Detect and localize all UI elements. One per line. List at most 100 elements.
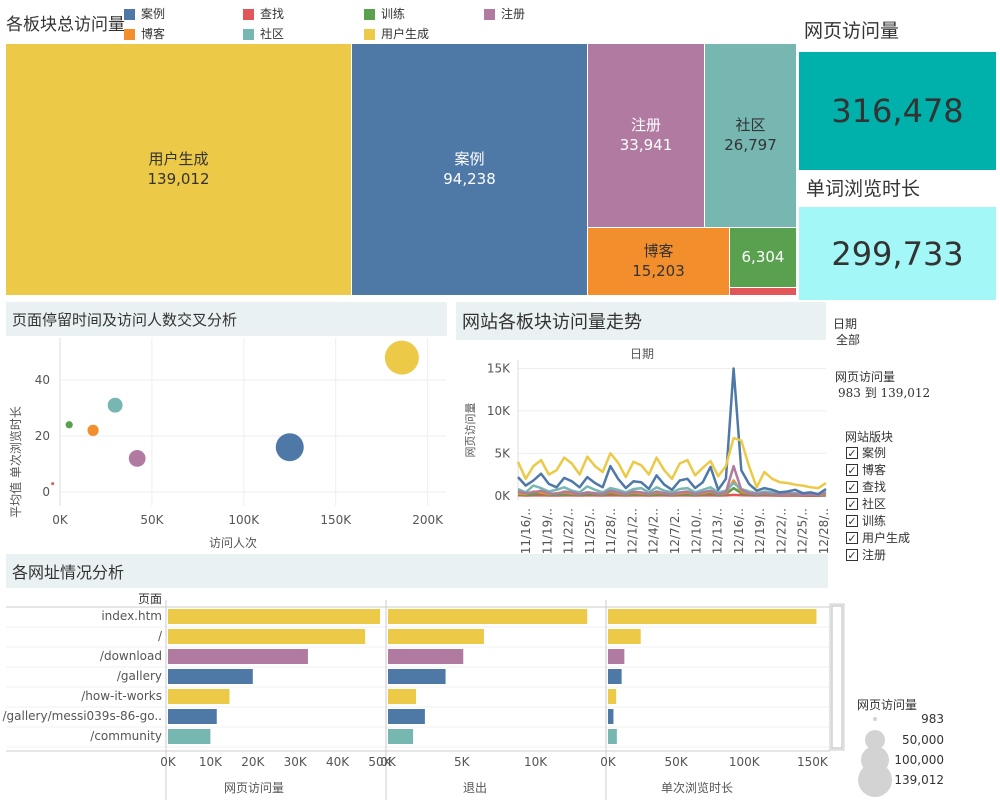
scatter-point[interactable] [275, 433, 304, 462]
scrollbar-thumb[interactable] [831, 605, 843, 749]
size-legend-circle [865, 730, 885, 750]
treemap-cell-value: 6,304 [741, 247, 785, 266]
section-filter-option[interactable]: ✓ 查找 [846, 478, 910, 495]
bar-x-tick: 10K [524, 755, 548, 769]
treemap-cell[interactable]: 社区 26,797 [705, 44, 797, 228]
line-x-tick: 12/22/.. [774, 508, 788, 553]
legend-label: 训练 [381, 7, 406, 21]
bar[interactable] [388, 709, 425, 724]
treemap-cell[interactable]: 注册 33,941 [588, 44, 705, 228]
treemap-legend-item[interactable]: 注册 [484, 5, 525, 22]
scatter-x-tick: 150K [320, 513, 352, 527]
section-filter-option[interactable]: ✓ 社区 [846, 495, 910, 512]
date-filter-value[interactable]: 全部 [836, 333, 861, 347]
section-filter-option[interactable]: ✓ 博客 [846, 461, 910, 478]
legend-label: 博客 [141, 27, 166, 41]
section-filter-label: 案例 [862, 446, 887, 460]
bar[interactable] [608, 689, 617, 704]
range-filter-value[interactable]: 983 到 139,012 [838, 386, 931, 400]
treemap-legend-item[interactable]: 用户生成 [364, 25, 429, 42]
bar-x-tick: 50K [368, 755, 392, 769]
treemap-cell-label: 用户生成 [148, 150, 209, 168]
bar[interactable] [388, 609, 588, 624]
bar[interactable] [608, 629, 641, 644]
line-series-案例[interactable] [517, 367, 827, 496]
line-series-用户生成[interactable] [516, 436, 827, 490]
checkbox-icon[interactable]: ✓ [846, 480, 858, 494]
treemap-legend-item[interactable]: 查找 [243, 5, 284, 22]
line-x-tick: 12/25/.. [796, 508, 810, 553]
line-x-tick: 12/10/.. [689, 508, 703, 553]
scatter-point[interactable] [51, 482, 55, 486]
treemap-cell-label: 注册 [630, 116, 661, 134]
bar[interactable] [168, 629, 366, 644]
bar[interactable] [168, 609, 380, 624]
section-filter-option[interactable]: ✓ 用户生成 [846, 529, 910, 546]
bar[interactable] [608, 609, 817, 624]
checkbox-icon[interactable]: ✓ [846, 531, 858, 545]
scatter-point[interactable] [87, 424, 99, 437]
treemap-cell[interactable]: 6,304 [730, 228, 797, 288]
scatter-point[interactable] [107, 397, 123, 413]
section-filter-option[interactable]: ✓ 案例 [846, 444, 910, 461]
checkbox-icon[interactable]: ✓ [846, 463, 858, 477]
legend-label: 案例 [141, 7, 166, 21]
scatter-x-tick: 200K [412, 513, 444, 527]
treemap-cell[interactable]: 案例 94,238 [352, 44, 588, 296]
bar[interactable] [608, 709, 614, 724]
line-series-社区[interactable] [517, 481, 827, 496]
line-x-tick: 11/22/.. [562, 508, 576, 553]
checkbox-icon[interactable]: ✓ [846, 548, 858, 562]
checkbox-icon[interactable]: ✓ [846, 446, 858, 460]
bar[interactable] [608, 649, 625, 664]
bar[interactable] [168, 689, 230, 704]
bar[interactable] [608, 729, 617, 744]
treemap-cell[interactable] [730, 288, 797, 296]
treemap-cell-value: 94,238 [443, 169, 496, 188]
scatter-point[interactable] [384, 340, 419, 375]
size-legend-label: 100,000 [894, 753, 944, 767]
bar[interactable] [168, 649, 308, 664]
section-filter-option[interactable]: ✓ 注册 [846, 546, 910, 563]
bar[interactable] [388, 669, 446, 684]
legend-swatch [243, 29, 254, 40]
date-filter-title: 日期 [833, 317, 858, 331]
legend-swatch [364, 29, 375, 40]
treemap-legend-item[interactable]: 案例 [124, 5, 165, 22]
scatter-point[interactable] [65, 421, 73, 429]
treemap-cell[interactable]: 博客 15,203 [588, 228, 730, 296]
line-x-tick: 11/19/.. [540, 508, 554, 553]
legend-swatch [243, 9, 254, 20]
scatter-y-tick: 20 [35, 429, 50, 443]
checkbox-icon[interactable]: ✓ [846, 497, 858, 511]
treemap-cell[interactable]: 用户生成 139,012 [6, 44, 352, 296]
bar[interactable] [388, 689, 417, 704]
size-legend-label: 139,012 [894, 773, 944, 787]
legend-label: 查找 [260, 7, 285, 21]
line-x-tick: 12/4/2.. [647, 508, 661, 553]
bar[interactable] [168, 729, 211, 744]
section-filter-title: 网站版块 [845, 430, 894, 444]
duration-value: 299,733 [831, 234, 964, 273]
bar[interactable] [168, 669, 253, 684]
legend-swatch [364, 9, 375, 20]
bar[interactable] [388, 629, 484, 644]
size-legend-circle [873, 717, 877, 721]
bar[interactable] [388, 649, 464, 664]
treemap-legend-item[interactable]: 训练 [364, 5, 405, 22]
bar[interactable] [168, 709, 217, 724]
section-filter-option[interactable]: ✓ 训练 [846, 512, 910, 529]
checkbox-icon[interactable]: ✓ [846, 514, 858, 528]
bar-x-tick: 0K [380, 755, 397, 769]
bar-x-tick: 5K [454, 755, 471, 769]
line-y-tick: 10K [487, 404, 511, 418]
bar[interactable] [608, 669, 622, 684]
bar[interactable] [388, 729, 414, 744]
pageviews-value: 316,478 [831, 92, 964, 130]
line-series-注册[interactable] [517, 464, 827, 497]
treemap-legend-item[interactable]: 博客 [124, 25, 165, 42]
treemap-legend-item[interactable]: 社区 [243, 25, 284, 42]
bar-x-tick: 50K [665, 755, 689, 769]
scatter-point[interactable] [128, 449, 146, 467]
treemap-cell-label: 案例 [454, 150, 485, 168]
